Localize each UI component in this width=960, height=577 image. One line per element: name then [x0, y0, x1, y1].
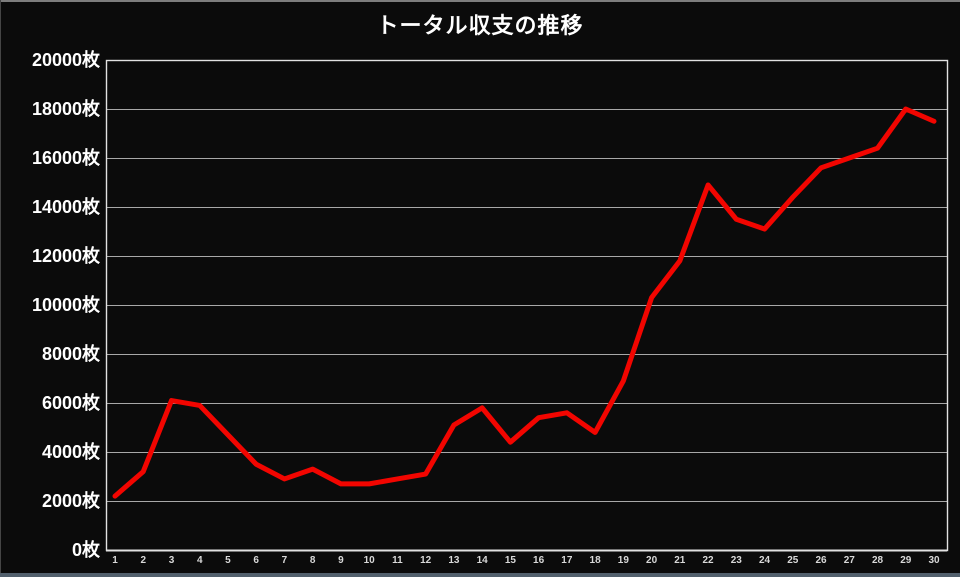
x-axis-tick-label: 9: [338, 555, 344, 566]
x-axis-tick-label: 12: [420, 555, 432, 566]
x-axis-tick-label: 5: [225, 555, 231, 566]
x-axis-tick-label: 7: [281, 555, 288, 566]
x-axis-tick-label: 4: [196, 555, 203, 566]
y-axis-tick-label: 18000枚: [31, 99, 100, 119]
y-axis-tick-label: 2000枚: [41, 491, 100, 511]
bottom-border-strip: [0, 573, 960, 577]
y-axis-tick-label: 10000枚: [31, 295, 100, 315]
x-axis-tick-label: 21: [674, 555, 686, 566]
x-axis-tick-label: 23: [730, 555, 742, 566]
y-axis-tick-label: 16000枚: [31, 148, 100, 168]
y-axis-tick-label: 4000枚: [41, 442, 100, 462]
x-axis-tick-label: 29: [900, 555, 912, 566]
x-axis-tick-label: 19: [617, 555, 629, 566]
x-axis-tick-label: 15: [504, 555, 516, 566]
x-axis-tick-label: 26: [815, 555, 827, 566]
y-axis-tick-label: 6000枚: [41, 393, 100, 413]
x-axis-tick-label: 22: [702, 555, 714, 566]
x-axis-tick-label: 30: [928, 555, 940, 566]
top-border-line: [0, 0, 960, 2]
x-axis-tick-label: 3: [168, 555, 175, 566]
y-axis-tick-label: 20000枚: [31, 50, 100, 70]
x-axis-tick-label: 18: [589, 555, 601, 566]
series-line-total-balance: [112, 106, 937, 499]
x-axis-tick-label: 14: [476, 555, 488, 566]
y-axis-tick-label: 8000枚: [41, 344, 100, 364]
x-axis-tick-label: 27: [843, 555, 855, 566]
x-axis-tick-label: 2: [140, 555, 147, 566]
chart-title: トータル収支の推移: [376, 13, 584, 38]
left-border-line: [0, 0, 1, 577]
y-axis-tick-label: 0枚: [71, 540, 100, 560]
x-axis-tick-label: 1: [112, 555, 118, 566]
x-axis-tick-label: 17: [561, 555, 573, 566]
x-axis-tick-label: 16: [533, 555, 545, 566]
y-axis-tick-label: 12000枚: [31, 246, 100, 266]
x-axis-tick-label: 13: [448, 555, 460, 566]
y-axis-tick-label: 14000枚: [31, 197, 100, 217]
x-axis-tick-label: 8: [309, 555, 316, 566]
x-axis-tick-label: 24: [758, 555, 771, 566]
x-axis-tick-label: 6: [253, 555, 259, 566]
x-axis-tick-label: 10: [363, 555, 375, 566]
x-axis-tick-label: 25: [787, 555, 799, 566]
x-axis-tick-label: 11: [392, 555, 403, 566]
x-axis-tick-label: 20: [646, 555, 658, 566]
x-axis-tick-label: 28: [871, 555, 884, 566]
